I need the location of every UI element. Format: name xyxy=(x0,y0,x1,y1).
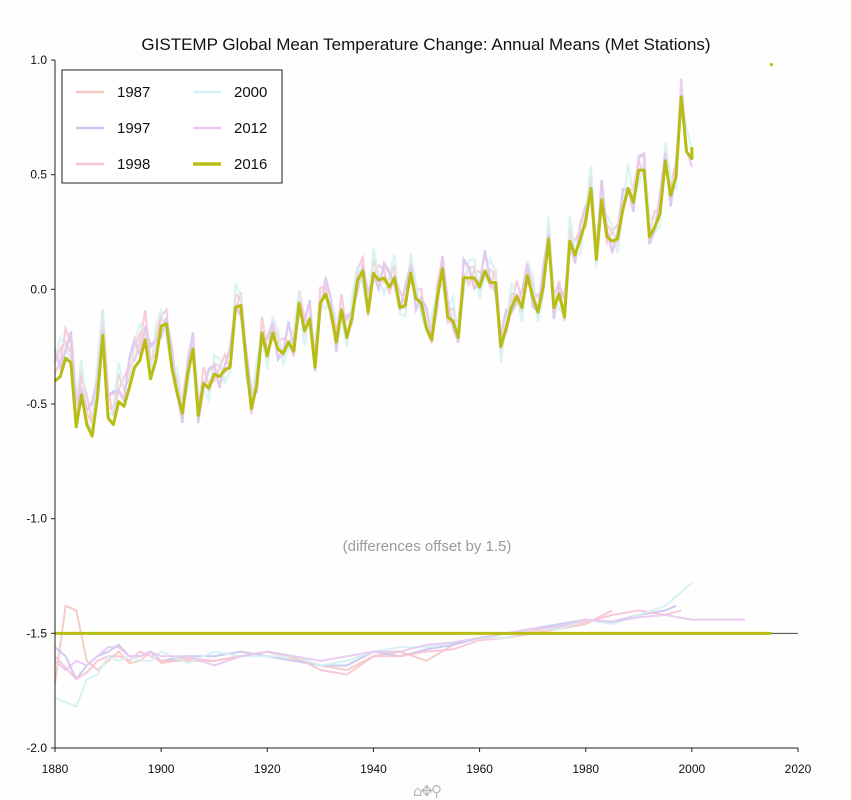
toolbar: ⌂✥⚲ xyxy=(413,782,442,800)
y-tick-label-4: 0.0 xyxy=(30,282,47,296)
home-icon[interactable]: ⌂ xyxy=(413,782,422,800)
legend-label-2000: 2000 xyxy=(234,84,267,101)
y-tick-label-6: 1.0 xyxy=(30,53,47,67)
y-tick-label-3: -0.5 xyxy=(26,397,47,411)
y-tick-label-5: 0.5 xyxy=(30,168,47,182)
x-tick-label-1920: 1920 xyxy=(254,762,281,776)
difference-line-1997 xyxy=(54,604,677,682)
y-tick-label-1: -1.5 xyxy=(26,626,47,640)
offset-annotation: (differences offset by 1.5) xyxy=(343,538,512,555)
x-tick-label-2020: 2020 xyxy=(785,762,812,776)
x-tick-label-1880: 1880 xyxy=(42,762,69,776)
legend-label-1997: 1997 xyxy=(117,120,150,137)
x-tick-label-1980: 1980 xyxy=(572,762,599,776)
legend-label-2012: 2012 xyxy=(234,120,267,137)
y-tick-label-2: -1.0 xyxy=(26,512,47,526)
legend-label-2016: 2016 xyxy=(234,156,267,173)
zoom-icon[interactable]: ⚲ xyxy=(431,782,442,800)
data-point-2015 xyxy=(769,62,774,67)
difference-line-2012 xyxy=(54,613,745,672)
x-tick-label-2000: 2000 xyxy=(679,762,706,776)
pan-icon[interactable]: ✥ xyxy=(420,782,434,800)
y-tick-label-0: -2.0 xyxy=(26,741,47,755)
legend-label-1998: 1998 xyxy=(117,156,150,173)
series-line-2016 xyxy=(54,95,694,438)
legend-label-1987: 1987 xyxy=(117,84,150,101)
x-tick-label-1960: 1960 xyxy=(466,762,493,776)
x-tick-label-1940: 1940 xyxy=(360,762,387,776)
legend: 1987 1997 1998 2000 2012 2016 xyxy=(61,69,283,184)
chart-title: GISTEMP Global Mean Temperature Change: … xyxy=(141,35,710,54)
x-tick-label-1900: 1900 xyxy=(148,762,175,776)
